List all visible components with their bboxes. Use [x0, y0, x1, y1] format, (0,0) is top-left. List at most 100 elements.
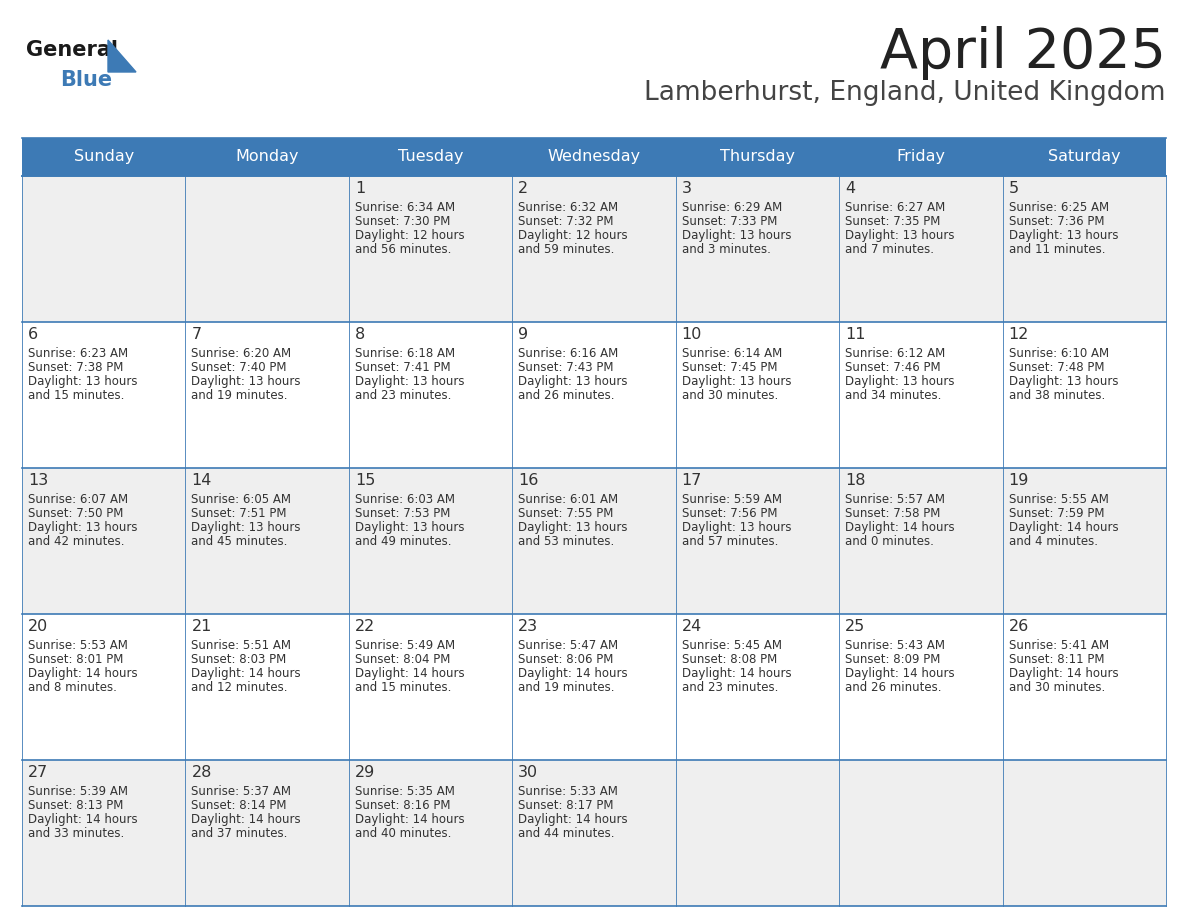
Text: and 26 minutes.: and 26 minutes. — [845, 681, 942, 694]
Bar — [1003, 614, 1165, 760]
Text: Sunrise: 6:16 AM: Sunrise: 6:16 AM — [518, 347, 619, 360]
Text: 23: 23 — [518, 619, 538, 634]
Text: and 33 minutes.: and 33 minutes. — [29, 827, 125, 840]
Text: Sunrise: 6:01 AM: Sunrise: 6:01 AM — [518, 493, 619, 506]
Text: Daylight: 13 hours: Daylight: 13 hours — [29, 521, 138, 534]
Text: 15: 15 — [355, 473, 375, 488]
Bar — [839, 614, 1003, 760]
Text: Sunset: 7:38 PM: Sunset: 7:38 PM — [29, 361, 124, 374]
Text: Wednesday: Wednesday — [548, 150, 640, 164]
Text: Sunrise: 6:34 AM: Sunrise: 6:34 AM — [355, 201, 455, 214]
Text: Sunday: Sunday — [74, 150, 134, 164]
Bar — [23, 138, 185, 176]
Text: Sunset: 7:58 PM: Sunset: 7:58 PM — [845, 507, 941, 520]
Text: Daylight: 14 hours: Daylight: 14 hours — [355, 813, 465, 826]
Bar — [1003, 322, 1165, 468]
Text: Daylight: 13 hours: Daylight: 13 hours — [845, 229, 955, 242]
Text: and 44 minutes.: and 44 minutes. — [518, 827, 614, 840]
Text: 10: 10 — [682, 327, 702, 342]
Text: 9: 9 — [518, 327, 529, 342]
Text: Blue: Blue — [61, 70, 112, 90]
Text: 4: 4 — [845, 181, 855, 196]
Text: Daylight: 13 hours: Daylight: 13 hours — [191, 521, 301, 534]
Text: Sunrise: 5:47 AM: Sunrise: 5:47 AM — [518, 639, 619, 652]
Text: and 3 minutes.: and 3 minutes. — [682, 243, 771, 256]
Text: Daylight: 12 hours: Daylight: 12 hours — [518, 229, 628, 242]
Bar — [839, 760, 1003, 906]
Text: 26: 26 — [1009, 619, 1029, 634]
Text: Monday: Monday — [235, 150, 299, 164]
Text: Sunset: 7:48 PM: Sunset: 7:48 PM — [1009, 361, 1104, 374]
Text: and 34 minutes.: and 34 minutes. — [845, 389, 942, 402]
Text: and 4 minutes.: and 4 minutes. — [1009, 535, 1098, 548]
Text: Sunset: 8:13 PM: Sunset: 8:13 PM — [29, 799, 124, 812]
Text: Daylight: 14 hours: Daylight: 14 hours — [682, 667, 791, 680]
Text: and 40 minutes.: and 40 minutes. — [355, 827, 451, 840]
Text: Sunrise: 5:37 AM: Sunrise: 5:37 AM — [191, 785, 291, 798]
Text: 14: 14 — [191, 473, 211, 488]
Text: Sunset: 7:36 PM: Sunset: 7:36 PM — [1009, 215, 1104, 228]
Bar — [676, 760, 839, 906]
Text: Sunrise: 6:07 AM: Sunrise: 6:07 AM — [29, 493, 128, 506]
Text: 27: 27 — [29, 765, 49, 780]
Text: Saturday: Saturday — [1048, 150, 1120, 164]
Text: 25: 25 — [845, 619, 865, 634]
Text: Daylight: 14 hours: Daylight: 14 hours — [518, 667, 628, 680]
Text: Daylight: 13 hours: Daylight: 13 hours — [518, 521, 627, 534]
Text: Daylight: 14 hours: Daylight: 14 hours — [29, 813, 138, 826]
Bar — [676, 322, 839, 468]
Bar — [512, 138, 676, 176]
Text: 19: 19 — [1009, 473, 1029, 488]
Text: Daylight: 12 hours: Daylight: 12 hours — [355, 229, 465, 242]
Bar — [1003, 138, 1165, 176]
Text: 30: 30 — [518, 765, 538, 780]
Text: Daylight: 13 hours: Daylight: 13 hours — [355, 375, 465, 388]
Text: Sunset: 7:33 PM: Sunset: 7:33 PM — [682, 215, 777, 228]
Bar — [349, 614, 512, 760]
Text: Sunset: 7:53 PM: Sunset: 7:53 PM — [355, 507, 450, 520]
Text: 29: 29 — [355, 765, 375, 780]
Text: Sunrise: 6:03 AM: Sunrise: 6:03 AM — [355, 493, 455, 506]
Bar — [1003, 176, 1165, 322]
Bar — [23, 760, 185, 906]
Text: Daylight: 13 hours: Daylight: 13 hours — [682, 375, 791, 388]
Bar — [349, 176, 512, 322]
Text: Sunset: 8:14 PM: Sunset: 8:14 PM — [191, 799, 287, 812]
Text: Tuesday: Tuesday — [398, 150, 463, 164]
Text: Sunrise: 5:57 AM: Sunrise: 5:57 AM — [845, 493, 946, 506]
Text: Daylight: 13 hours: Daylight: 13 hours — [1009, 375, 1118, 388]
Text: Sunrise: 5:53 AM: Sunrise: 5:53 AM — [29, 639, 128, 652]
Bar — [512, 760, 676, 906]
Text: and 8 minutes.: and 8 minutes. — [29, 681, 116, 694]
Text: Sunrise: 6:25 AM: Sunrise: 6:25 AM — [1009, 201, 1108, 214]
Text: Sunrise: 5:41 AM: Sunrise: 5:41 AM — [1009, 639, 1108, 652]
Text: Daylight: 13 hours: Daylight: 13 hours — [845, 375, 955, 388]
Text: Sunrise: 6:12 AM: Sunrise: 6:12 AM — [845, 347, 946, 360]
Text: and 19 minutes.: and 19 minutes. — [518, 681, 614, 694]
Text: Daylight: 13 hours: Daylight: 13 hours — [29, 375, 138, 388]
Text: Sunset: 8:08 PM: Sunset: 8:08 PM — [682, 653, 777, 666]
Text: Sunset: 7:30 PM: Sunset: 7:30 PM — [355, 215, 450, 228]
Text: Sunrise: 6:27 AM: Sunrise: 6:27 AM — [845, 201, 946, 214]
Text: Sunset: 7:40 PM: Sunset: 7:40 PM — [191, 361, 287, 374]
Text: April 2025: April 2025 — [880, 26, 1165, 80]
Text: and 30 minutes.: and 30 minutes. — [682, 389, 778, 402]
Text: Sunrise: 5:59 AM: Sunrise: 5:59 AM — [682, 493, 782, 506]
Text: Sunset: 8:03 PM: Sunset: 8:03 PM — [191, 653, 286, 666]
Text: and 38 minutes.: and 38 minutes. — [1009, 389, 1105, 402]
Text: Sunset: 7:55 PM: Sunset: 7:55 PM — [518, 507, 614, 520]
Text: 21: 21 — [191, 619, 211, 634]
Bar — [512, 468, 676, 614]
Text: Sunrise: 5:51 AM: Sunrise: 5:51 AM — [191, 639, 291, 652]
Text: Daylight: 14 hours: Daylight: 14 hours — [845, 667, 955, 680]
Text: Daylight: 14 hours: Daylight: 14 hours — [1009, 667, 1118, 680]
Bar — [676, 176, 839, 322]
Text: General: General — [26, 40, 118, 60]
Text: 11: 11 — [845, 327, 866, 342]
Text: Sunset: 7:43 PM: Sunset: 7:43 PM — [518, 361, 614, 374]
Text: and 15 minutes.: and 15 minutes. — [355, 681, 451, 694]
Text: and 57 minutes.: and 57 minutes. — [682, 535, 778, 548]
Text: Sunrise: 6:29 AM: Sunrise: 6:29 AM — [682, 201, 782, 214]
Text: Sunrise: 6:20 AM: Sunrise: 6:20 AM — [191, 347, 291, 360]
Text: 6: 6 — [29, 327, 38, 342]
